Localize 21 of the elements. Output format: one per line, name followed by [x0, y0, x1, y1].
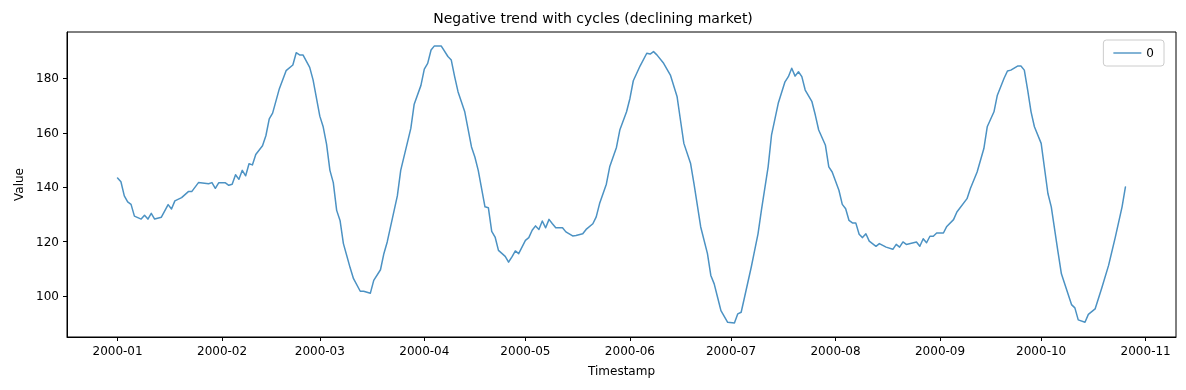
line-series: [116, 45, 1127, 324]
x-axis-title: Timestamp: [587, 364, 655, 378]
y-tick-label: 100: [36, 289, 59, 304]
x-tick-label: 2000-10: [1016, 344, 1067, 358]
x-tick-label: 2000-11: [1120, 344, 1171, 358]
chart-title: Negative trend with cycles (declining market): [433, 10, 753, 26]
y-axis-title: Value: [12, 168, 27, 201]
x-tick-label: 2000-06: [604, 344, 655, 358]
x-tick-label: 2000-08: [810, 344, 861, 358]
x-tick-label: 2000-01: [92, 344, 143, 358]
y-tick-label: 140: [36, 180, 59, 195]
x-tick-label: 2000-09: [914, 344, 966, 358]
x-tick-label: 2000-03: [294, 344, 345, 358]
y-tick-label: 120: [36, 234, 59, 249]
x-tick-label: 2000-02: [196, 344, 248, 358]
y-tick-label: 180: [36, 71, 59, 86]
x-tick-label: 2000-07: [705, 344, 757, 358]
x-tick-label: 2000-04: [399, 344, 450, 358]
legend-label: 0: [1146, 46, 1155, 60]
y-tick-label: 160: [36, 125, 59, 140]
x-tick-label: 2000-05: [500, 344, 551, 358]
